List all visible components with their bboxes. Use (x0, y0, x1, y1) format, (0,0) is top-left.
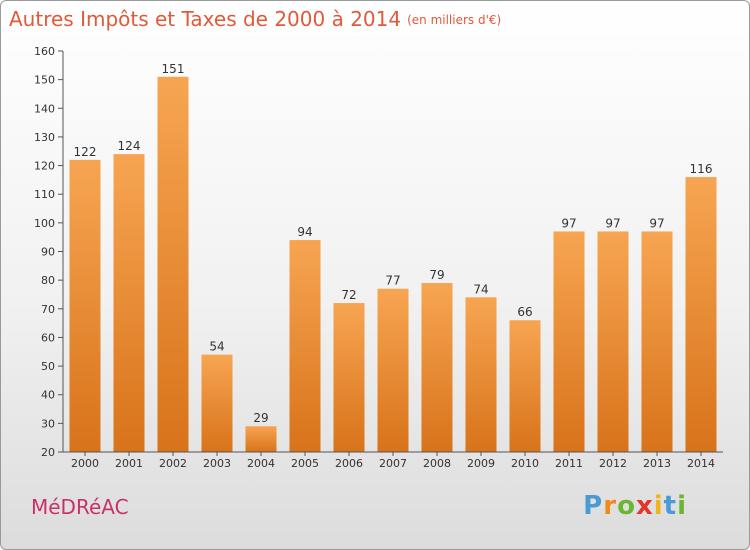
x-tick-label: 2005 (291, 457, 319, 470)
bar-value-label: 79 (429, 268, 444, 282)
bar (553, 231, 585, 452)
x-tick-label: 2001 (115, 457, 143, 470)
bar-value-label: 122 (74, 145, 97, 159)
y-tick-label: 20 (41, 446, 55, 459)
x-tick-label: 2007 (379, 457, 407, 470)
logo-letter: i (653, 491, 664, 521)
x-axis: 2000 2001 2002 2003 2004 2005 2006 2007 2008 2009… (63, 451, 723, 470)
commune-name: MéDRéAC (31, 495, 129, 519)
y-tick-label: 50 (41, 360, 55, 373)
bars-group: 122 124 151 54 29 94 72 77 79 74 66 97 97 97 116 (69, 62, 717, 453)
bar (201, 354, 233, 452)
x-tick-label: 2008 (423, 457, 451, 470)
y-tick-label: 90 (41, 246, 55, 259)
y-tick-label: 80 (41, 274, 55, 287)
bar (333, 303, 365, 452)
x-tick-label: 2004 (247, 457, 275, 470)
bar (377, 288, 409, 452)
x-tick-label: 2000 (71, 457, 99, 470)
x-tick-label: 2013 (643, 457, 671, 470)
bar (509, 320, 541, 452)
bar (69, 159, 101, 453)
y-tick-label: 70 (41, 303, 55, 316)
bar (465, 297, 497, 452)
logo-letter: P (583, 491, 604, 521)
logo-letter: r (603, 491, 618, 521)
y-tick-label: 100 (34, 217, 55, 230)
bar (685, 177, 717, 452)
x-tick-label: 2006 (335, 457, 363, 470)
bar-value-label: 66 (517, 305, 532, 319)
y-axis: 20 30 40 50 60 70 80 90 100 110 120 130 140 150 160 (34, 45, 64, 459)
bar-value-label: 151 (162, 62, 185, 76)
x-tick-label: 2003 (203, 457, 231, 470)
logo-letter: t (663, 491, 678, 521)
bar-value-label: 124 (118, 139, 141, 153)
bar (421, 283, 453, 452)
bar (157, 76, 189, 453)
bar-value-label: 77 (385, 274, 400, 288)
bar-value-label: 54 (209, 340, 224, 354)
bar-value-label: 116 (690, 162, 713, 176)
bar-value-label: 97 (605, 216, 620, 230)
y-tick-label: 60 (41, 331, 55, 344)
bar-value-label: 29 (253, 411, 268, 425)
bar-value-label: 72 (341, 288, 356, 302)
x-tick-label: 2012 (599, 457, 627, 470)
logo-letter: x (635, 491, 654, 521)
y-tick-label: 140 (34, 102, 55, 115)
chart-title: Autres Impôts et Taxes de 2000 à 2014 (en… (9, 7, 501, 31)
bar-value-label: 74 (473, 282, 488, 296)
y-tick-label: 40 (41, 389, 55, 402)
y-tick-label: 30 (41, 417, 55, 430)
bar-value-label: 94 (297, 225, 312, 239)
x-tick-label: 2009 (467, 457, 495, 470)
logo-letter: o (617, 491, 636, 521)
bar (113, 154, 145, 452)
bar (597, 231, 629, 452)
logo-letter: i (677, 491, 687, 521)
y-tick-label: 120 (34, 160, 55, 173)
x-tick-label: 2010 (511, 457, 539, 470)
y-tick-label: 150 (34, 74, 55, 87)
bar-value-label: 97 (649, 216, 664, 230)
bar (641, 231, 673, 452)
y-tick-label: 160 (34, 45, 55, 58)
proxiti-logo: Proxiti (583, 491, 687, 521)
bar (289, 240, 321, 452)
y-tick-label: 110 (34, 188, 55, 201)
y-tick-label: 130 (34, 131, 55, 144)
x-tick-label: 2011 (555, 457, 583, 470)
chart-title-text: Autres Impôts et Taxes de 2000 à 2014 (9, 7, 402, 31)
bar-value-label: 97 (561, 216, 576, 230)
x-tick-label: 2002 (159, 457, 187, 470)
x-tick-label: 2014 (687, 457, 715, 470)
bar (245, 426, 277, 452)
chart-title-unit: (en milliers d'€) (407, 13, 502, 27)
